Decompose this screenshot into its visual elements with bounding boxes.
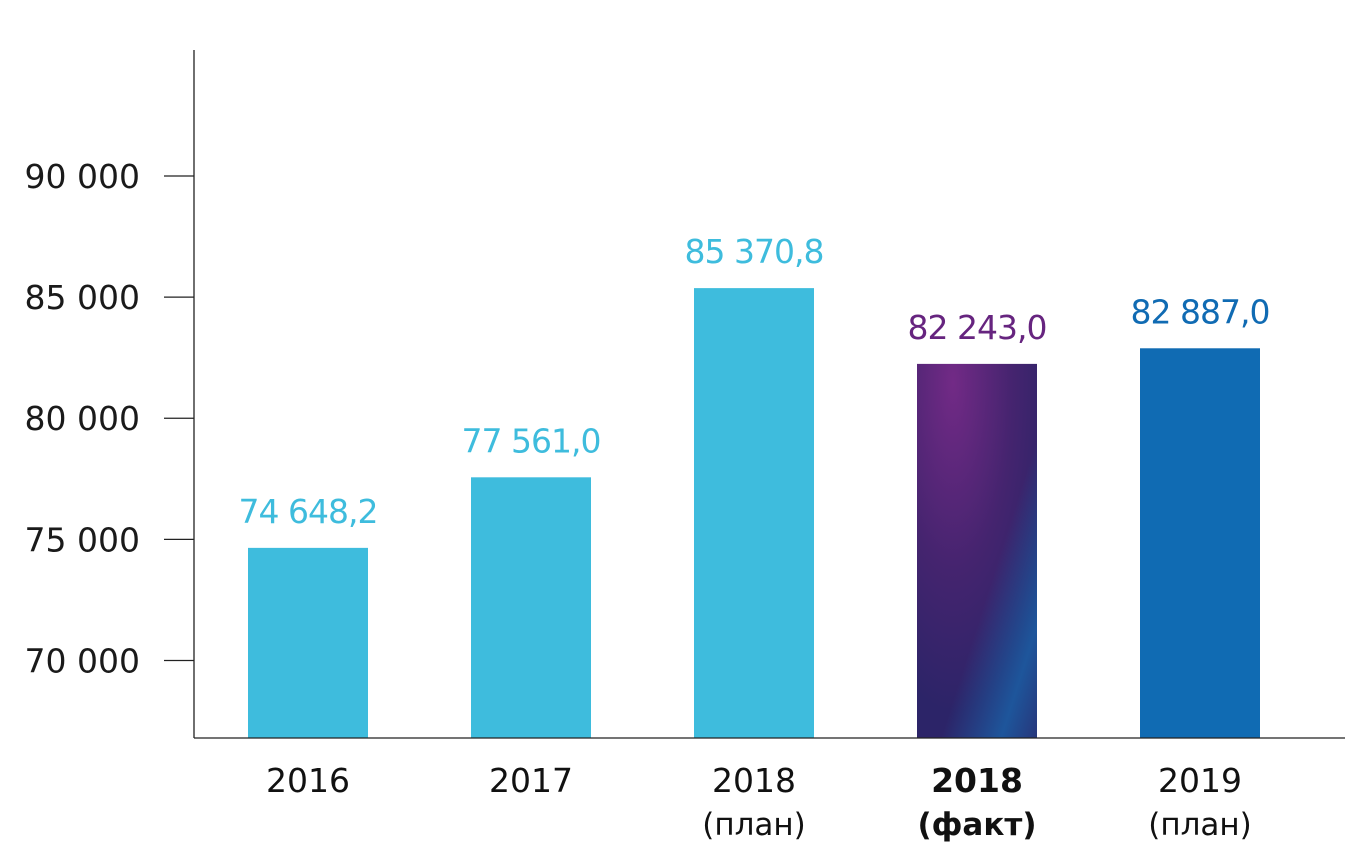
x-axis: 2016 2017 2018 (план) 2018 (факт) 2019 (план)	[194, 737, 1345, 843]
x-tick-sublabel: (план)	[702, 807, 806, 843]
value-label: 82 887,0	[1131, 292, 1270, 331]
bar	[248, 547, 368, 738]
y-tick-label: 75 000	[25, 520, 140, 559]
x-tick-label: 2016	[266, 761, 350, 800]
bar	[471, 477, 591, 738]
value-label: 85 370,8	[685, 232, 824, 271]
value-label: 82 243,0	[908, 308, 1047, 347]
value-label: 74 648,2	[239, 492, 378, 531]
y-tick-label: 90 000	[25, 157, 140, 196]
x-tick-label: 2019	[1158, 761, 1242, 800]
x-tick-label: 2018	[931, 761, 1023, 800]
bar	[694, 288, 814, 738]
x-tick-sublabel: (план)	[1148, 807, 1252, 843]
bars: 74 648,2 77 561,0 85 370,8 82 243,0 82 887,0	[239, 232, 1270, 738]
y-tick-label: 85 000	[25, 278, 140, 317]
bar	[1140, 348, 1260, 738]
bar-shine	[917, 363, 1037, 738]
y-tick-label: 70 000	[25, 641, 140, 680]
x-tick-label: 2017	[489, 761, 573, 800]
y-tick-label: 80 000	[25, 399, 140, 438]
y-axis: 70 000 75 000 80 000 85 000 90 000	[25, 50, 195, 738]
value-label: 77 561,0	[462, 421, 601, 460]
x-tick-label: 2018	[712, 761, 796, 800]
x-tick-sublabel: (факт)	[917, 807, 1036, 843]
